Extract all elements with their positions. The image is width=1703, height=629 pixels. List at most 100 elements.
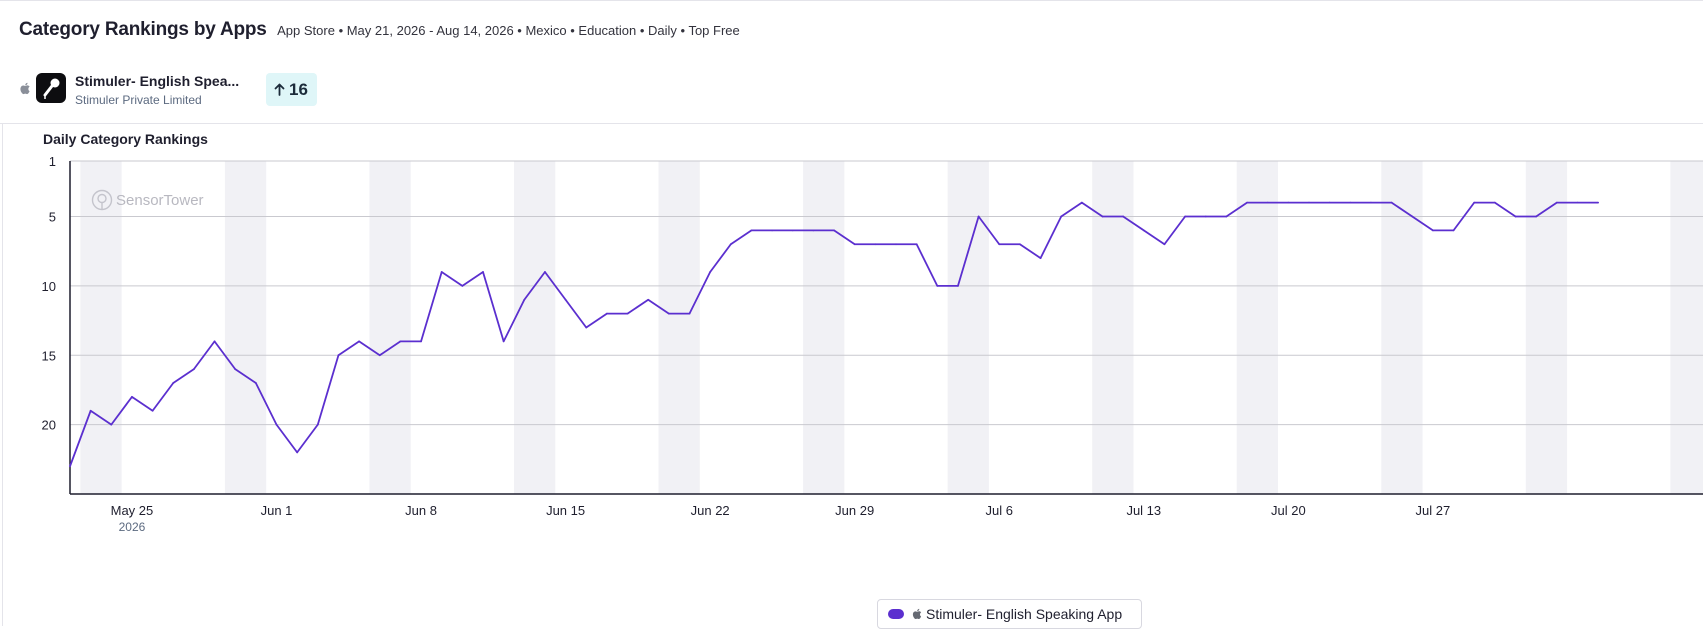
data-point[interactable] (89, 409, 92, 412)
data-point[interactable] (502, 340, 505, 343)
data-point[interactable] (833, 229, 835, 232)
data-point[interactable] (688, 312, 691, 315)
data-point[interactable] (1535, 215, 1538, 218)
data-point[interactable] (1493, 201, 1496, 204)
data-point[interactable] (1514, 215, 1517, 218)
data-point[interactable] (1246, 201, 1248, 204)
data-point[interactable] (915, 243, 918, 246)
data-point[interactable] (1204, 215, 1207, 218)
data-point[interactable] (254, 382, 257, 384)
apple-icon (20, 82, 30, 95)
data-point[interactable] (895, 243, 897, 246)
data-point[interactable] (791, 229, 794, 232)
data-point[interactable] (213, 340, 216, 343)
data-point[interactable] (874, 243, 877, 246)
data-point[interactable] (544, 271, 546, 273)
rank-change-value: 16 (289, 79, 308, 99)
data-point[interactable] (564, 298, 567, 301)
data-point[interactable] (275, 423, 278, 426)
data-point[interactable] (1597, 201, 1599, 204)
data-point[interactable] (440, 271, 443, 273)
data-point[interactable] (812, 229, 815, 232)
data-point[interactable] (1266, 201, 1269, 204)
data-point[interactable] (771, 229, 773, 232)
data-point[interactable] (151, 409, 154, 412)
data-point[interactable] (1432, 229, 1434, 232)
data-point[interactable] (1039, 257, 1042, 260)
data-point[interactable] (1142, 229, 1145, 232)
data-point[interactable] (957, 284, 959, 287)
x-tick-label: May 25 (111, 503, 154, 518)
data-point[interactable] (585, 326, 588, 329)
data-point[interactable] (1473, 201, 1476, 204)
data-point[interactable] (234, 368, 237, 371)
arrow-up-icon (274, 83, 285, 96)
data-point[interactable] (977, 215, 980, 218)
weekend-band (1236, 161, 1279, 494)
data-point[interactable] (1390, 201, 1393, 204)
data-point[interactable] (523, 298, 526, 301)
data-point[interactable] (998, 243, 1001, 246)
data-point[interactable] (69, 465, 71, 468)
weekend-band (80, 161, 122, 494)
data-point[interactable] (1349, 201, 1352, 204)
weekend-band (1525, 161, 1568, 494)
data-point[interactable] (853, 243, 856, 246)
data-point[interactable] (729, 243, 732, 246)
data-point[interactable] (1225, 215, 1228, 218)
microphone-icon (43, 78, 60, 99)
app-icon[interactable] (36, 73, 66, 103)
weekend-band (1670, 161, 1703, 494)
data-point[interactable] (131, 395, 133, 398)
data-point[interactable] (1019, 243, 1021, 246)
data-point[interactable] (296, 451, 299, 454)
data-point[interactable] (1101, 215, 1104, 218)
data-point[interactable] (378, 354, 381, 357)
data-point[interactable] (420, 340, 422, 343)
data-point[interactable] (709, 271, 712, 273)
data-point[interactable] (936, 284, 939, 287)
data-point[interactable] (626, 312, 629, 315)
x-tick-label: Jul 27 (1416, 503, 1451, 518)
data-point[interactable] (193, 368, 195, 371)
data-point[interactable] (172, 382, 175, 384)
weekend-band (658, 161, 700, 494)
data-point[interactable] (1411, 215, 1414, 218)
app-name[interactable]: Stimuler- English Spea... (75, 73, 240, 89)
data-point[interactable] (316, 423, 319, 426)
data-point[interactable] (1370, 201, 1372, 204)
data-point[interactable] (461, 284, 464, 287)
data-point[interactable] (1452, 229, 1455, 232)
weekend-band (803, 161, 845, 494)
data-point[interactable] (482, 271, 484, 273)
data-point[interactable] (1308, 201, 1310, 204)
data-point[interactable] (358, 340, 360, 343)
legend-item[interactable]: Stimuler- English Speaking App (877, 599, 1142, 629)
data-point[interactable] (667, 312, 670, 315)
data-point[interactable] (1184, 215, 1186, 218)
data-point[interactable] (337, 354, 340, 357)
data-point[interactable] (1163, 243, 1166, 246)
x-tick-label: Jul 13 (1126, 503, 1161, 518)
apple-icon (912, 608, 922, 620)
data-point[interactable] (647, 298, 650, 301)
data-point[interactable] (1122, 215, 1125, 218)
x-tick-label: Jun 15 (546, 503, 585, 518)
data-point[interactable] (399, 340, 402, 343)
data-point[interactable] (1287, 201, 1290, 204)
y-tick-label: 20 (42, 418, 56, 433)
data-point[interactable] (1555, 201, 1558, 204)
data-point[interactable] (110, 423, 113, 426)
data-point[interactable] (1060, 215, 1063, 218)
app-developer: Stimuler Private Limited (75, 93, 202, 107)
data-point[interactable] (1328, 201, 1331, 204)
data-point[interactable] (606, 312, 608, 315)
filter-summary[interactable]: App Store • May 21, 2026 - Aug 14, 2026 … (277, 22, 740, 38)
data-point[interactable] (750, 229, 753, 232)
grid-lines (70, 160, 1703, 426)
data-point[interactable] (1080, 201, 1083, 204)
header: Category Rankings by Apps App Store • Ma… (0, 0, 1703, 124)
sensortower-watermark: SensorTower (91, 189, 204, 211)
data-point[interactable] (1576, 201, 1579, 204)
